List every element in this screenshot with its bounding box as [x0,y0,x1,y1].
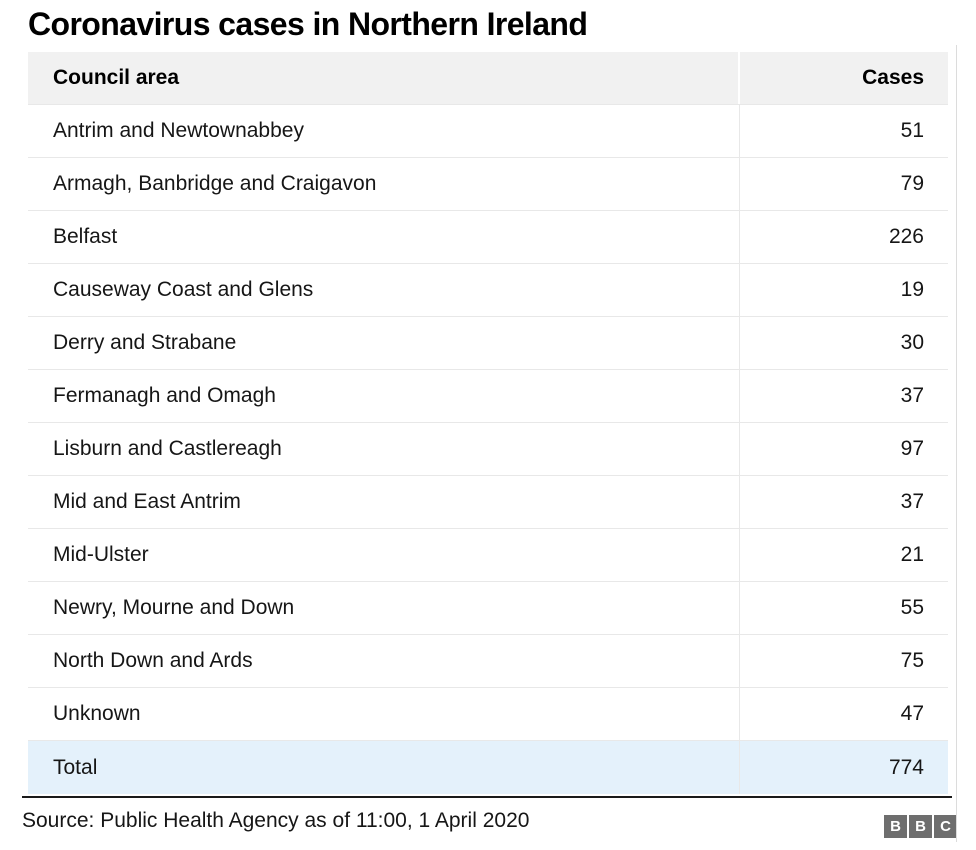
council-area-cell: North Down and Ards [28,635,740,687]
table-row: Fermanagh and Omagh 37 [28,370,948,423]
chart-title: Coronavirus cases in Northern Ireland [28,6,588,42]
table-row: Causeway Coast and Glens 19 [28,264,948,317]
council-area-cell: Fermanagh and Omagh [28,370,740,422]
cases-cell: 97 [900,437,924,460]
cases-cell: 47 [900,702,924,725]
column-header-cases: Cases [862,66,924,89]
council-area-cell: Mid-Ulster [28,529,740,581]
table-row: Mid-Ulster 21 [28,529,948,582]
council-area-cell: Derry and Strabane [28,317,740,369]
table-row: Unknown 47 [28,688,948,741]
table-row: Mid and East Antrim 37 [28,476,948,529]
bbc-logo: B B C [884,815,957,838]
cases-cell: 19 [900,278,924,301]
chart-bottom-rule [22,796,952,798]
table-row: North Down and Ards 75 [28,635,948,688]
column-header-council-area: Council area [28,52,740,104]
cases-cell: 30 [900,331,924,354]
cases-cell: 37 [900,490,924,513]
source-caption: Source: Public Health Agency as of 11:00… [22,809,530,832]
table-total-row: Total 774 [28,741,948,794]
table-row: Newry, Mourne and Down 55 [28,582,948,635]
page-edge-line [956,45,957,842]
cases-cell: 55 [900,596,924,619]
cases-cell: 21 [900,543,924,566]
council-area-cell: Antrim and Newtownabbey [28,105,740,157]
cases-table: Council area Cases Antrim and Newtownabb… [28,52,948,794]
cases-cell: 75 [900,649,924,672]
bbc-logo-letter: B [884,815,907,838]
cases-cell: 226 [888,225,924,248]
table-row: Antrim and Newtownabbey 51 [28,105,948,158]
cases-cell: 79 [900,172,924,195]
total-cases-cell: 774 [888,755,924,779]
table-row: Lisburn and Castlereagh 97 [28,423,948,476]
table-row: Belfast 226 [28,211,948,264]
total-label-cell: Total [28,741,740,794]
council-area-cell: Causeway Coast and Glens [28,264,740,316]
council-area-cell: Mid and East Antrim [28,476,740,528]
council-area-cell: Unknown [28,688,740,740]
bbc-logo-letter: C [934,815,957,838]
council-area-cell: Armagh, Banbridge and Craigavon [28,158,740,210]
table-header-row: Council area Cases [28,52,948,105]
bbc-logo-letter: B [909,815,932,838]
cases-cell: 51 [900,119,924,142]
table-row: Derry and Strabane 30 [28,317,948,370]
council-area-cell: Lisburn and Castlereagh [28,423,740,475]
table-row: Armagh, Banbridge and Craigavon 79 [28,158,948,211]
council-area-cell: Newry, Mourne and Down [28,582,740,634]
council-area-cell: Belfast [28,211,740,263]
cases-cell: 37 [900,384,924,407]
